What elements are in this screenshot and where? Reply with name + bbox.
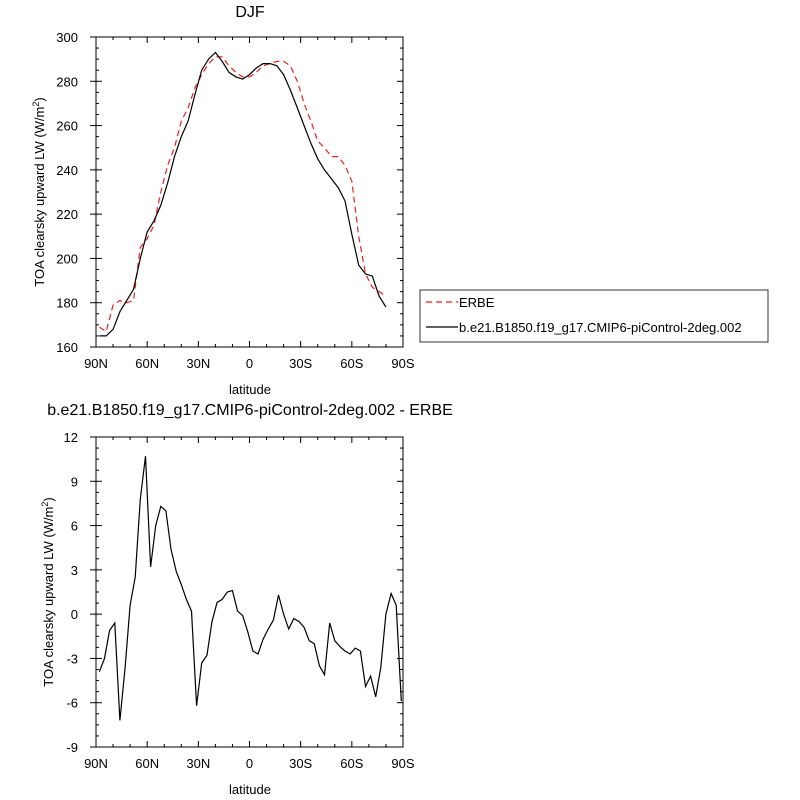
bottom-y-tick-label-5: 6 xyxy=(71,519,78,534)
legend-box xyxy=(419,289,769,343)
top-x-axis-label: latitude xyxy=(229,382,271,397)
top-y-tick-label-1: 180 xyxy=(56,296,78,311)
top-series-line-0 xyxy=(99,56,387,333)
bottom-x-tick-label-3: 0 xyxy=(246,756,253,771)
bottom-y-tick-label-1: -6 xyxy=(66,696,78,711)
bottom-chart-title: b.e21.B1850.f19_g17.CMIP6-piControl-2deg… xyxy=(47,402,453,419)
bottom-y-tick-label-3: 0 xyxy=(71,607,78,622)
top-y-tick-label-6: 280 xyxy=(56,74,78,89)
legend-label-model: b.e21.B1850.f19_g17.CMIP6-piControl-2deg… xyxy=(459,320,742,335)
top-x-tick-label-3: 0 xyxy=(246,356,253,371)
bottom-y-tick-label-7: 12 xyxy=(64,430,78,445)
bottom-y-axis-label: TOA clearsky upward LW (W/m2) xyxy=(40,497,56,686)
bottom-y-tick-label-0: -9 xyxy=(66,740,78,755)
bottom-x-tick-label-6: 90S xyxy=(391,756,414,771)
bottom-panel: b.e21.B1850.f19_g17.CMIP6-piControl-2deg… xyxy=(40,402,453,797)
top-panel: DJF latitude TOA clearsky upward LW (W/m… xyxy=(31,4,415,397)
legend-label-erbe: ERBE xyxy=(459,295,495,310)
bottom-x-tick-label-2: 30N xyxy=(186,756,210,771)
top-y-tick-label-7: 300 xyxy=(56,30,78,45)
top-x-tick-label-5: 60S xyxy=(340,356,363,371)
top-series-line-1 xyxy=(99,51,387,337)
bottom-x-tick-label-1: 60N xyxy=(135,756,159,771)
top-y-tick-label-4: 240 xyxy=(56,163,78,178)
top-y-tick-label-5: 260 xyxy=(56,119,78,134)
bottom-series-line-0 xyxy=(98,456,402,721)
bottom-y-tick-label-2: -3 xyxy=(66,651,78,666)
bottom-x-tick-label-0: 90N xyxy=(84,756,108,771)
top-x-tick-label-1: 60N xyxy=(135,356,159,371)
top-x-tick-label-2: 30N xyxy=(186,356,210,371)
bottom-y-tick-label-6: 9 xyxy=(71,474,78,489)
top-y-tick-label-2: 200 xyxy=(56,251,78,266)
top-chart-title: DJF xyxy=(235,4,265,21)
top-y-tick-label-0: 160 xyxy=(56,340,78,355)
bottom-x-axis-label: latitude xyxy=(229,782,271,797)
bottom-x-tick-label-4: 30S xyxy=(289,756,312,771)
top-x-tick-label-0: 90N xyxy=(84,356,108,371)
legend: ERBE b.e21.B1850.f19_g17.CMIP6-piControl… xyxy=(419,289,769,343)
bottom-y-tick-label-4: 3 xyxy=(71,563,78,578)
top-x-tick-label-4: 30S xyxy=(289,356,312,371)
top-plot-frame xyxy=(95,36,404,348)
top-y-axis-label: TOA clearsky upward LW (W/m2) xyxy=(31,97,47,286)
bottom-x-tick-label-5: 60S xyxy=(340,756,363,771)
top-y-tick-label-3: 220 xyxy=(56,207,78,222)
top-x-tick-label-6: 90S xyxy=(391,356,414,371)
